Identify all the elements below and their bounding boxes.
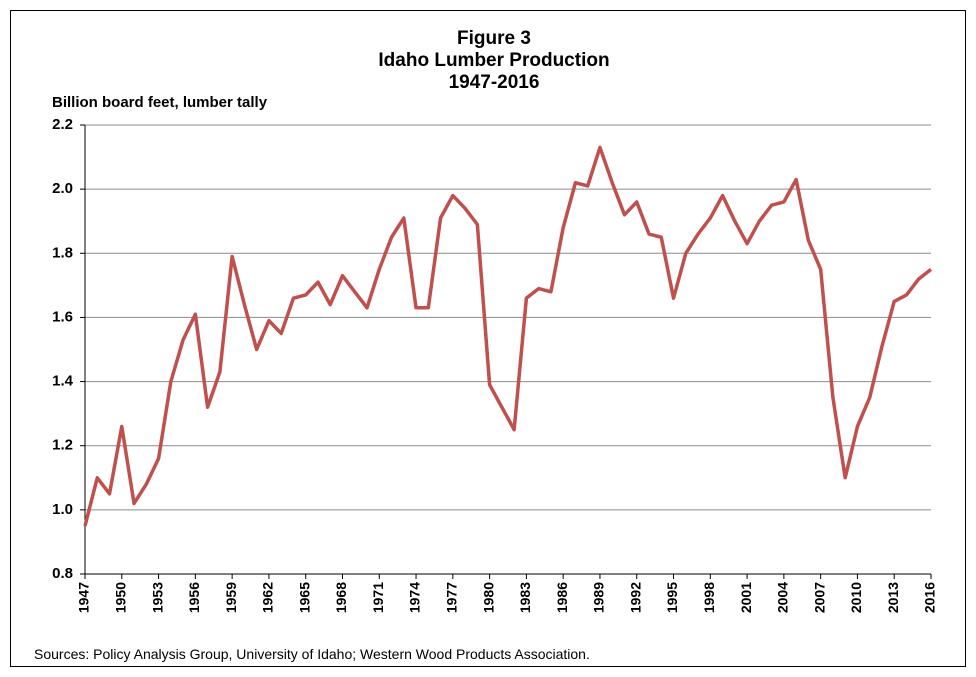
x-tick-label: 1980 (480, 582, 496, 613)
x-tick-label: 1947 (76, 582, 92, 613)
y-tick-label: 1.8 (52, 244, 73, 261)
x-tick-label: 1974 (407, 582, 423, 613)
x-tick-label: 1998 (701, 582, 717, 613)
chart-title: Figure 3 (457, 28, 531, 49)
y-tick-label: 1.4 (52, 373, 74, 390)
x-tick-label: 2004 (775, 582, 791, 613)
x-tick-label: 2013 (885, 582, 901, 613)
x-tick-label: 1995 (664, 582, 680, 613)
x-tick-label: 2001 (738, 582, 754, 613)
x-tick-label: 2007 (811, 582, 827, 613)
y-tick-label: 2.2 (52, 116, 73, 133)
data-line (83, 145, 933, 527)
y-tick-label: 2.0 (52, 180, 73, 197)
x-tick-label: 1959 (223, 582, 239, 613)
y-tick-label: 0.8 (52, 565, 73, 582)
x-tick-label: 1968 (333, 582, 349, 613)
x-tick-label: 1956 (186, 582, 202, 613)
frame (10, 10, 966, 667)
y-tick-label: 1.6 (52, 308, 73, 325)
source-note: Sources: Policy Analysis Group, Universi… (34, 646, 590, 662)
y-tick-label: 1.2 (52, 437, 73, 454)
x-tick-label: 2010 (848, 582, 864, 613)
chart-period: 1947-2016 (449, 72, 540, 93)
x-tick-label: 1986 (554, 582, 570, 613)
x-tick-label: 1983 (517, 582, 533, 613)
x-tick-label: 1962 (260, 582, 276, 613)
x-tick-label: 1992 (627, 582, 643, 613)
y-tick-label: 1.0 (52, 501, 73, 518)
x-tick-label: 1965 (296, 582, 312, 613)
x-tick-label: 1971 (370, 582, 386, 613)
chart-subtitle: Idaho Lumber Production (378, 50, 609, 71)
x-tick-label: 1953 (149, 582, 165, 613)
y-axis-label: Billion board feet, lumber tally (52, 94, 268, 111)
x-tick-label: 1989 (591, 582, 607, 613)
x-tick-label: 1977 (444, 582, 460, 613)
x-tick-label: 1950 (112, 582, 128, 613)
x-tick-label: 2016 (922, 582, 938, 613)
